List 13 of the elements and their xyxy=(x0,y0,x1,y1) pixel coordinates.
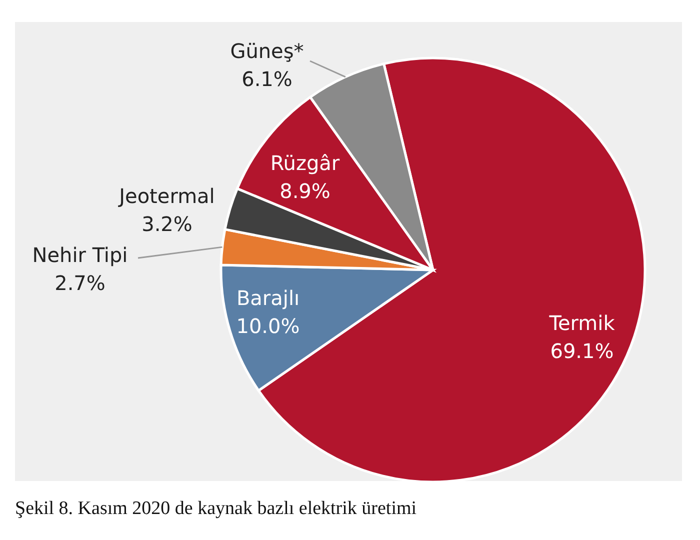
data-label: 6.1% xyxy=(242,67,292,91)
data-label: 2.7% xyxy=(54,271,106,295)
data-label: 3.2% xyxy=(142,212,192,236)
data-label: 8.9% xyxy=(280,179,330,203)
slice-label: Rüzgâr xyxy=(270,151,340,175)
slice-label: Güneş* xyxy=(230,39,304,63)
text: Şekil 8. Kasım 2020 de kaynak bazlı elektrik üretimi xyxy=(15,498,417,520)
slice-label: Barajlı xyxy=(236,286,300,310)
slice-label: Termik xyxy=(548,311,616,335)
data-label: 10.0% xyxy=(236,314,300,338)
slice-label: Nehir Tipi xyxy=(32,243,128,267)
slice-label: Jeotermal xyxy=(117,184,215,208)
data-label: 69.1% xyxy=(550,339,614,363)
